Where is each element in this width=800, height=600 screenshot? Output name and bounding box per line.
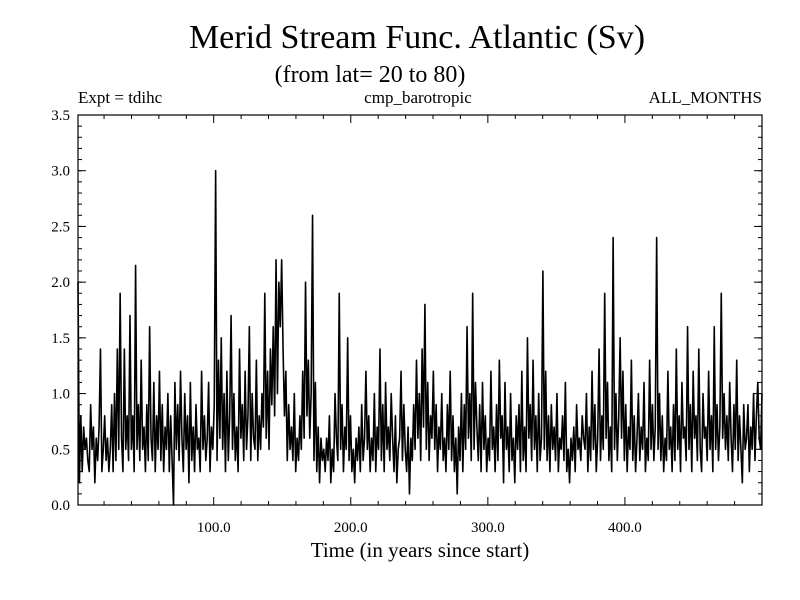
plot-frame: [77, 114, 763, 506]
x-tick-label: 100.0: [197, 520, 231, 536]
y-tick-label: 1.5: [51, 331, 70, 347]
chart-title: Merid Stream Func. Atlantic (Sv): [189, 19, 645, 56]
y-tick-label: 0.5: [51, 442, 70, 458]
y-tick-label: 1.0: [51, 387, 70, 403]
x-axis-ticks: 100.0 200.0 300.0 400.0: [103, 115, 736, 536]
series-layer: [77, 169, 763, 506]
y-tick-label: 2.0: [51, 275, 70, 291]
x-axis-title: Time (in years since start): [311, 538, 530, 562]
x-tick-label: 200.0: [334, 520, 368, 536]
y-tick-label: 3.0: [51, 164, 70, 180]
x-tick-label: 400.0: [608, 520, 642, 536]
y-tick-label: 3.5: [51, 108, 70, 124]
header-left: Expt = tdihc: [78, 88, 163, 107]
x-tick-label: 300.0: [471, 520, 505, 536]
y-tick-label: 0.0: [51, 498, 70, 514]
series-line-0: [77, 169, 763, 506]
header-right: ALL_MONTHS: [649, 88, 762, 107]
header-center: cmp_barotropic: [364, 88, 472, 107]
chart-subtitle: (from lat= 20 to 80): [275, 62, 466, 88]
y-tick-label: 2.5: [51, 219, 70, 235]
